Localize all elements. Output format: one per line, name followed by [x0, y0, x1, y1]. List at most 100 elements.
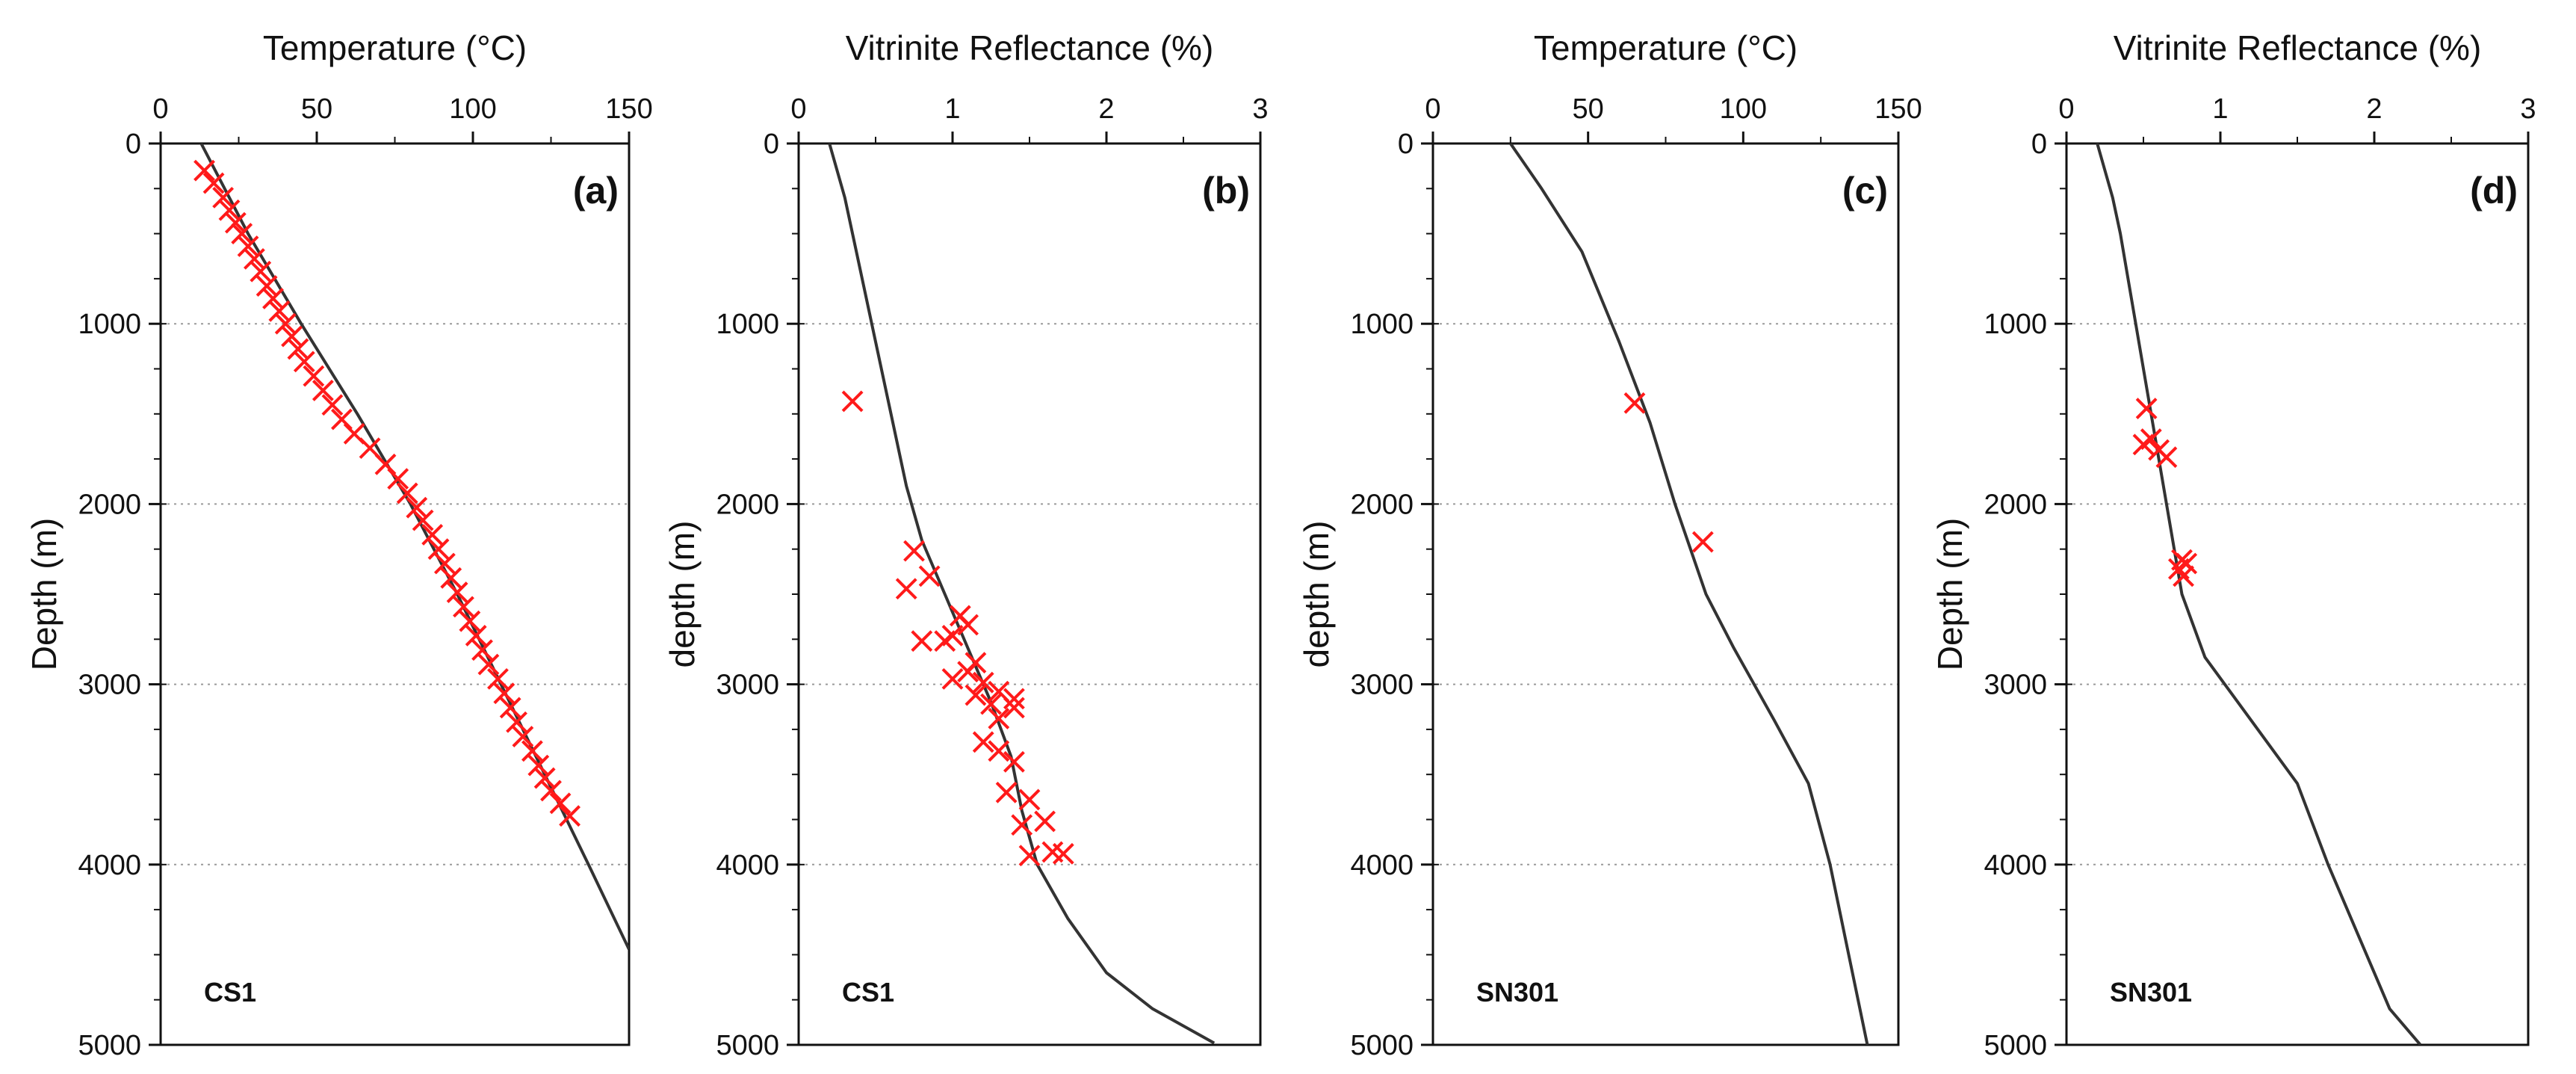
panel-a: 0 1000 2000 3000 4000 5000 0 50 100 150 Temperatur… — [25, 28, 653, 1061]
data-point-x — [471, 639, 493, 661]
data-point-x — [1003, 697, 1025, 719]
data-point-x — [1052, 842, 1074, 865]
model-curve — [1509, 143, 1869, 1045]
data-point-x — [1003, 750, 1025, 773]
data-point-x — [440, 567, 462, 589]
x-tick-label: 150 — [1874, 93, 1922, 125]
data-point-x — [421, 523, 444, 546]
x-tick-label: 2 — [1098, 93, 1114, 125]
y-tick-label: 1000 — [1984, 309, 2047, 340]
y-tick-label: 1000 — [1350, 309, 1414, 340]
data-point-x — [453, 596, 474, 618]
data-point-x — [1018, 845, 1041, 867]
data-point-x — [303, 365, 325, 387]
x-tick-label: 0 — [2058, 93, 2074, 125]
data-point-x — [499, 697, 521, 719]
data-point-x — [988, 740, 1010, 762]
series-group — [2096, 143, 2422, 1045]
y-tick-label: 3000 — [716, 670, 779, 701]
y-tick-label: 1000 — [78, 309, 141, 340]
data-point-x — [1003, 688, 1025, 710]
data-point-x — [988, 708, 1010, 729]
x-tick-label: 150 — [605, 93, 652, 125]
plot-frame — [1431, 142, 1900, 1046]
panel-c: 0 1000 2000 3000 4000 5000 0 50 100 150 Temperatur… — [1297, 28, 1922, 1061]
data-point-x — [212, 186, 235, 209]
data-point-x — [465, 625, 487, 646]
x-axis-title: Vitrinite Reflectance (%) — [846, 28, 1214, 67]
y-tick-label: 0 — [126, 129, 141, 160]
series-group — [828, 143, 1216, 1045]
data-point-x — [243, 247, 265, 270]
x-tick-label: 50 — [1573, 93, 1604, 125]
data-point-x — [903, 540, 925, 562]
data-point-x — [293, 351, 315, 373]
series-group — [193, 143, 629, 951]
data-point-x — [918, 565, 941, 587]
data-point-x — [941, 667, 964, 690]
y-axis-title: Depth (m) — [25, 518, 64, 670]
y-tick-label: 4000 — [1350, 850, 1414, 881]
y-tick-label: 2000 — [1984, 489, 2047, 520]
y-tick-label: 4000 — [716, 850, 779, 881]
data-point-x — [895, 578, 917, 600]
y-tick-label: 0 — [2031, 129, 2047, 160]
x-tick-label: 3 — [2520, 93, 2536, 125]
data-point-x — [459, 610, 481, 632]
model-curve — [828, 143, 1216, 1045]
x-tick-label: 3 — [1252, 93, 1268, 125]
panel-label: (a) — [573, 170, 619, 212]
y-tick-label: 0 — [764, 129, 779, 160]
data-point-x — [406, 496, 428, 519]
data-point-x — [2173, 565, 2194, 587]
panel-label: (c) — [1842, 170, 1888, 212]
data-point-x — [2155, 446, 2178, 469]
data-point-x — [512, 726, 534, 747]
data-point-x — [193, 159, 215, 182]
x-tick-label: 0 — [152, 93, 168, 125]
well-label: CS1 — [204, 977, 256, 1007]
data-point-x — [1623, 392, 1646, 414]
data-point-x — [427, 538, 450, 561]
data-point-x — [965, 684, 987, 706]
model-curve — [199, 143, 629, 951]
x-tick-label: 1 — [2212, 93, 2228, 125]
x-axis-title: Temperature (°C) — [263, 28, 527, 67]
data-point-x — [250, 260, 272, 283]
data-point-x — [487, 667, 509, 690]
data-point-x — [477, 653, 500, 676]
well-label: SN301 — [2110, 977, 2192, 1007]
well-label: CS1 — [842, 977, 894, 1007]
data-point-x — [274, 312, 297, 335]
data-point-x — [1011, 814, 1033, 836]
data-point-x — [533, 767, 556, 789]
x-tick-label: 1 — [944, 93, 960, 125]
data-point-x — [1691, 531, 1714, 553]
y-tick-label: 5000 — [1350, 1030, 1414, 1061]
plot-frame — [797, 142, 1262, 1046]
x-tick-label: 100 — [449, 93, 496, 125]
data-point-x — [268, 300, 291, 322]
model-curve — [2096, 143, 2422, 1045]
y-tick-label: 0 — [1398, 129, 1414, 160]
data-point-x — [1034, 810, 1056, 833]
y-tick-label: 5000 — [1984, 1030, 2047, 1061]
data-point-x — [218, 199, 241, 221]
x-tick-label: 0 — [790, 93, 806, 125]
y-tick-label: 4000 — [1984, 850, 2047, 881]
data-point-x — [957, 614, 979, 636]
panel-label: (b) — [1202, 170, 1250, 212]
data-point-x — [506, 711, 527, 733]
data-point-x — [2132, 433, 2155, 456]
data-point-x — [396, 482, 418, 504]
y-tick-label: 2000 — [716, 489, 779, 520]
data-point-x — [224, 212, 247, 234]
data-point-x — [387, 468, 409, 490]
data-point-x — [493, 682, 515, 705]
data-point-x — [559, 805, 580, 827]
x-axis-title: Temperature (°C) — [1534, 28, 1798, 67]
x-tick-label: 0 — [1425, 93, 1440, 125]
data-point-x — [521, 740, 543, 762]
x-tick-label: 50 — [301, 93, 332, 125]
